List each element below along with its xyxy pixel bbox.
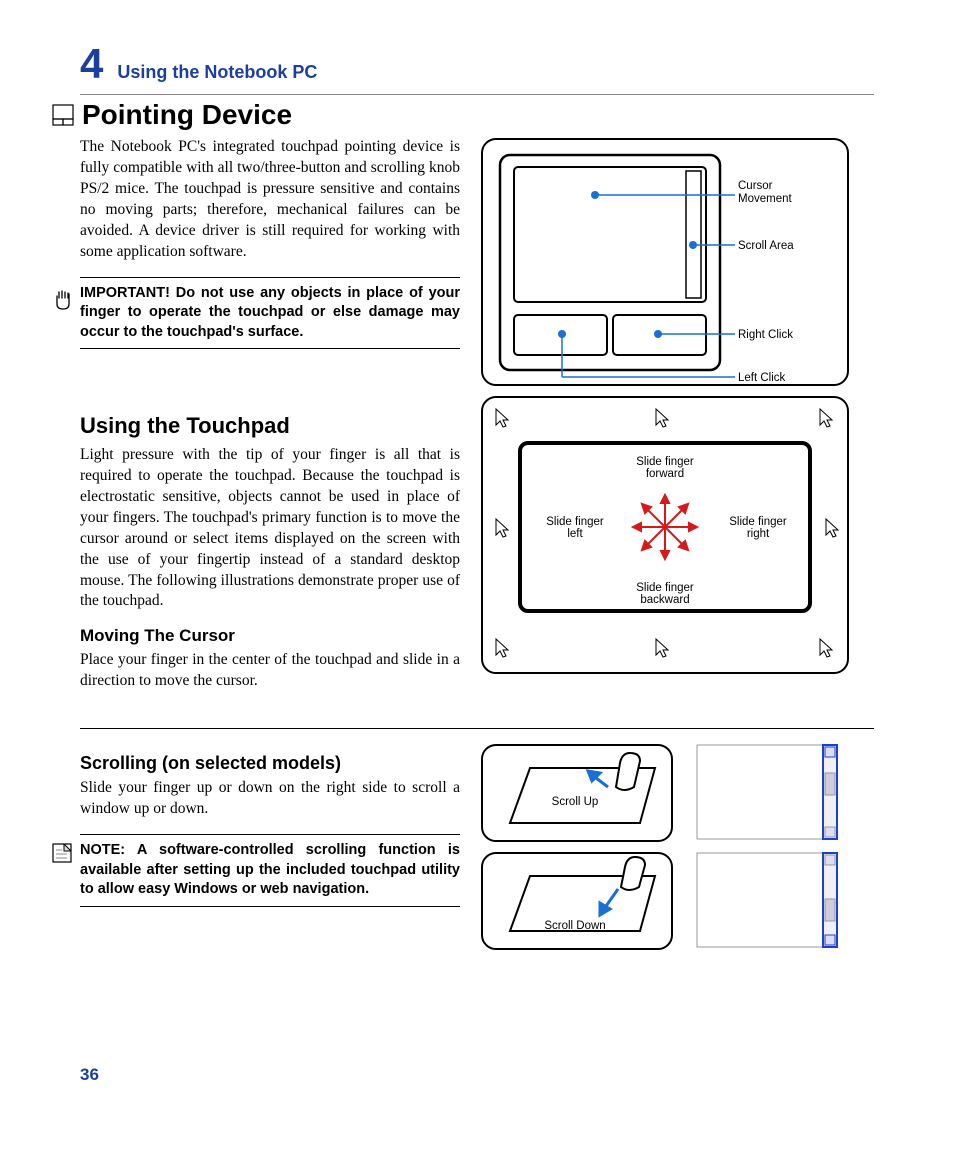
- label-cursor-movement2: Movement: [738, 193, 792, 205]
- row-2: Using the Touchpad Light pressure with t…: [80, 395, 874, 706]
- moving-cursor-body: Place your finger in the center of the t…: [80, 650, 460, 692]
- row-1: The Notebook PC's integrated touchpad po…: [80, 137, 874, 387]
- note-callout: NOTE: A software-controlled scrolling fu…: [80, 834, 460, 907]
- hand-stop-icon: [52, 286, 74, 312]
- important-text: IMPORTANT! Do not use any objects in pla…: [80, 284, 460, 343]
- chapter-number: 4: [80, 40, 103, 88]
- chapter-header: 4 Using the Notebook PC: [80, 40, 874, 88]
- note-icon: [52, 843, 72, 863]
- section-divider: [80, 728, 874, 729]
- intro-paragraph: The Notebook PC's integrated touchpad po…: [80, 137, 460, 263]
- touchpad-icon: [52, 104, 74, 126]
- scrolling-title: Scrolling (on selected models): [80, 753, 460, 774]
- using-touchpad-title: Using the Touchpad: [80, 413, 460, 439]
- header-rule: [80, 94, 874, 95]
- label-left-click: Left Click: [738, 372, 786, 384]
- row-3: Scrolling (on selected models) Slide you…: [80, 743, 874, 953]
- label-scroll-down: Scroll Down: [544, 920, 605, 932]
- moving-cursor-title: Moving The Cursor: [80, 626, 460, 646]
- label-scroll-up: Scroll Up: [552, 796, 599, 808]
- note-text: NOTE: A software-controlled scrolling fu…: [80, 841, 460, 900]
- direction-diagram: Slide fingerforward Slide fingerbackward…: [480, 395, 850, 675]
- label-cursor-movement: Cursor: [738, 180, 773, 192]
- important-callout: IMPORTANT! Do not use any objects in pla…: [80, 277, 460, 350]
- svg-text:Slide fingerbackward: Slide fingerbackward: [636, 582, 694, 606]
- chapter-title: Using the Notebook PC: [117, 62, 317, 83]
- label-right-click: Right Click: [738, 329, 793, 341]
- section-title: Pointing Device: [82, 99, 292, 131]
- touchpad-diagram: Cursor Movement Scroll Area Right Click …: [480, 137, 850, 387]
- scrolling-body: Slide your finger up or down on the righ…: [80, 778, 460, 820]
- section-title-row: Pointing Device: [52, 99, 874, 131]
- scroll-diagram: Scroll Up Scroll Down: [480, 743, 860, 953]
- using-touchpad-body: Light pressure with the tip of your fing…: [80, 445, 460, 612]
- page-number: 36: [80, 1065, 99, 1085]
- label-scroll-area: Scroll Area: [738, 240, 794, 252]
